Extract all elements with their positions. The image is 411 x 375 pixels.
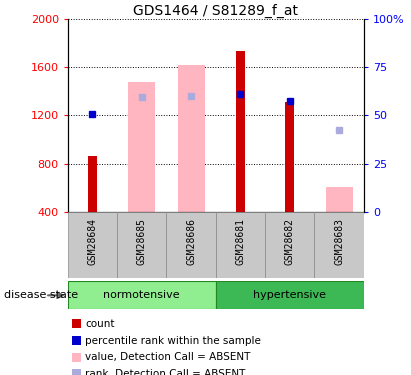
Text: disease state: disease state [4,290,78,300]
Text: GSM28685: GSM28685 [137,218,147,265]
Bar [117,212,166,278]
Bar [285,102,294,212]
Bar [265,212,314,278]
Bar [128,81,155,212]
Text: GSM28682: GSM28682 [285,218,295,265]
Bar [216,212,265,278]
Text: percentile rank within the sample: percentile rank within the sample [85,336,261,345]
Bar [68,212,117,278]
Text: GSM28686: GSM28686 [186,218,196,265]
Text: normotensive: normotensive [104,290,180,300]
Bar [314,212,364,278]
Text: GSM28683: GSM28683 [334,218,344,265]
Text: value, Detection Call = ABSENT: value, Detection Call = ABSENT [85,352,250,362]
Bar [68,281,216,309]
Bar [216,281,364,309]
Bar [166,212,216,278]
Bar [178,64,205,212]
Bar [326,186,353,212]
Bar [88,156,97,212]
Title: GDS1464 / S81289_f_at: GDS1464 / S81289_f_at [133,4,298,18]
Text: GSM28684: GSM28684 [88,218,97,265]
Text: count: count [85,319,115,328]
Text: GSM28681: GSM28681 [236,218,245,265]
Text: hypertensive: hypertensive [253,290,326,300]
Bar [236,51,245,212]
Text: rank, Detection Call = ABSENT: rank, Detection Call = ABSENT [85,369,245,375]
